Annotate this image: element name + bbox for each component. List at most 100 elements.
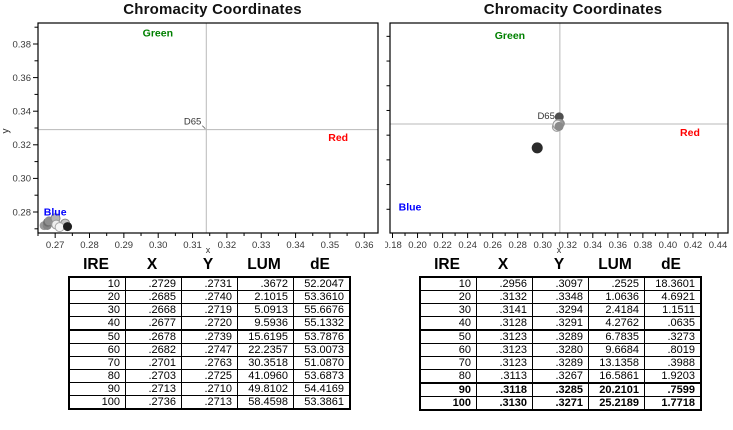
table-cell: .3118: [476, 382, 533, 397]
table-header-row: IRE X Y LUM dE: [419, 256, 702, 276]
svg-text:0.26: 0.26: [483, 240, 502, 251]
table-cell: 51.0870: [293, 356, 351, 370]
table-cell: 1.9203: [644, 369, 702, 384]
table-cell: .3672: [237, 276, 294, 291]
table-cell: .3130: [476, 396, 533, 411]
table-cell: .2763: [181, 356, 238, 370]
table-row-ire-100: 100.3130.3271 25.2189 1.7718: [419, 396, 702, 411]
table-cell: .3123: [476, 343, 533, 357]
table-row-ire-20: 20.2685.2740 2.1015 53.3610: [68, 290, 351, 304]
table-cell: 1.1511: [644, 303, 702, 317]
table-cell: .2956: [476, 276, 533, 291]
table-cell: 20: [68, 290, 126, 304]
table-cell: .3289: [532, 329, 589, 344]
x-axis-ticks: 0.27 0.28 0.29 0.30 0.31 0.32 0.33 0.34 0.35 0.36: [37, 233, 374, 251]
svg-text:0.38: 0.38: [13, 39, 32, 50]
table-cell: 4.2762: [588, 316, 645, 331]
svg-text:0.20: 0.20: [408, 240, 427, 251]
table-cell: .2677: [125, 316, 182, 331]
svg-text:0.32: 0.32: [559, 240, 578, 251]
table-cell: .3113: [476, 369, 533, 384]
d65-label: D65: [184, 117, 201, 128]
table-cell: .3289: [532, 356, 589, 370]
table-row-ire-90: 90.2713.2710 49.8102 54.4169: [68, 382, 351, 396]
table-cell: 50: [419, 329, 477, 344]
table-row-ire-70: 70.2701.2763 30.3518 51.0870: [68, 356, 351, 370]
table-row-ire-30: 30.3141.3294 2.4184 1.1511: [419, 303, 702, 317]
table-header-row: IRE X Y LUM dE: [68, 256, 351, 276]
column-header-y: Y: [202, 256, 214, 273]
table-cell: .2713: [181, 395, 238, 410]
table-cell: 9.5936: [237, 316, 294, 331]
table-cell: .7599: [644, 382, 702, 397]
table-cell: 1.0636: [588, 290, 645, 304]
region-label-blue: Blue: [44, 207, 67, 219]
measurement-table-right: IRE X Y LUM dE 10.2956.3097.2525 18.3601 20.31…: [419, 256, 702, 411]
table-cell: 40: [68, 316, 126, 331]
table-cell: .2725: [181, 369, 238, 383]
data-point-ire-10: [531, 142, 543, 154]
table-cell: 9.6684: [588, 343, 645, 357]
data-point-ire-20: [554, 112, 564, 122]
table-row-ire-30: 30.2668.2719 5.0913 55.6676: [68, 303, 351, 317]
measurement-table-left: IRE X Y LUM dE 10.2729.2731.3672 52.2047 20.26…: [68, 256, 351, 410]
column-header-lum: LUM: [247, 256, 281, 273]
table-cell: 90: [419, 382, 477, 397]
table-cell: .3123: [476, 356, 533, 370]
table-cell: .2740: [181, 290, 238, 304]
data-points: [531, 112, 565, 154]
table-cell: 22.2357: [237, 343, 294, 357]
svg-text:0.29: 0.29: [115, 240, 134, 251]
table-cell: 60: [419, 343, 477, 357]
region-label-green: Green: [495, 30, 525, 42]
x-axis-ticks: 0.18 0.20 0.22 0.24 0.26 0.28 0.30 0.32 0.34 0.36…: [385, 233, 727, 251]
svg-text:0.36: 0.36: [13, 73, 32, 84]
table-cell: .2713: [125, 382, 182, 396]
svg-text:0.35: 0.35: [321, 240, 340, 251]
table-cell: .3132: [476, 290, 533, 304]
table-body: 10.2729.2731.3672 52.2047 20.2685.2740 2.10…: [68, 276, 351, 410]
table-cell: 30: [68, 303, 126, 317]
table-cell: .3141: [476, 303, 533, 317]
table-cell: .3988: [644, 356, 702, 370]
table-cell: .3294: [532, 303, 589, 317]
svg-text:0.34: 0.34: [584, 240, 603, 251]
d65-label: D65: [537, 111, 554, 122]
table-row-ire-60: 60.3123.3280 9.6684.8019: [419, 343, 702, 357]
table-cell: 53.3861: [293, 395, 351, 410]
table-cell: .3128: [476, 316, 533, 331]
table-cell: 80: [68, 369, 126, 383]
table-cell: 30.3518: [237, 356, 294, 370]
table-cell: 20: [419, 290, 477, 304]
table-cell: .8019: [644, 343, 702, 357]
table-cell: .2731: [181, 276, 238, 291]
table-cell: 100: [419, 396, 477, 411]
table-row-ire-80: 80.2703.2725 41.0960 53.6873: [68, 369, 351, 383]
data-points: [39, 213, 73, 233]
table-row-ire-50: 50.2678.2739 15.6195 53.7876: [68, 329, 351, 344]
table-cell: 53.0073: [293, 343, 351, 357]
table-row-ire-70: 70.3123.3289 13.1358.3988: [419, 356, 702, 370]
table-cell: 16.5861: [588, 369, 645, 384]
table-cell: 2.4184: [588, 303, 645, 317]
svg-text:0.36: 0.36: [355, 240, 374, 251]
svg-text:0.32: 0.32: [13, 140, 32, 151]
column-header-y: Y: [553, 256, 565, 273]
table-cell: .2710: [181, 382, 238, 396]
table-row-ire-80: 80.3113.3267 16.5861 1.9203: [419, 369, 702, 384]
table-cell: 30: [419, 303, 477, 317]
table-cell: .2701: [125, 356, 182, 370]
column-header-x: X: [146, 256, 158, 273]
table-cell: .3271: [532, 396, 589, 411]
svg-text:0.31: 0.31: [183, 240, 202, 251]
svg-text:0.34: 0.34: [13, 107, 32, 118]
table-cell: .2747: [181, 343, 238, 357]
table-cell: .2525: [588, 276, 645, 291]
table-cell: 60: [68, 343, 126, 357]
plot-border: [37, 22, 379, 234]
svg-text:0.18: 0.18: [385, 240, 402, 251]
table-cell: 80: [419, 369, 477, 384]
table-row-ire-10: 10.2729.2731.3672 52.2047: [68, 276, 351, 291]
svg-text:0.24: 0.24: [458, 240, 477, 251]
